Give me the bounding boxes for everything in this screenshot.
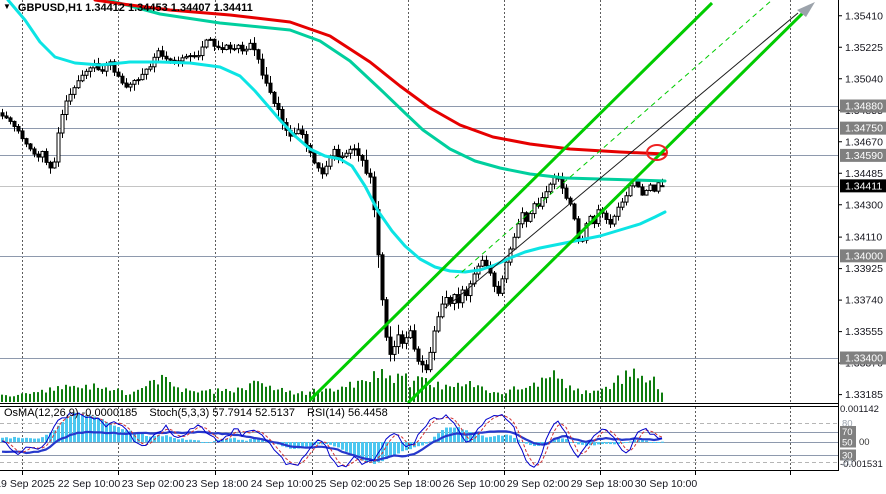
channel-line-lower[interactable]: [406, 4, 812, 403]
stoch-signal-line: [1, 413, 663, 467]
candles: [0, 37, 665, 374]
osma-label: OsMA(12,26,9) -0.0000185: [4, 407, 138, 419]
price-tick-label: 1.33555: [845, 326, 883, 338]
stoch-main-line: [1, 411, 663, 468]
level-price-chip: 1.34880: [845, 101, 883, 113]
price-tick-label: 1.34110: [845, 232, 882, 244]
indicator-level-label: 50: [842, 438, 853, 449]
up-arrow-icon[interactable]: [797, 2, 815, 17]
osma-zero-label: 00: [859, 437, 870, 448]
time-tick-label: 26 Sep 10:00: [443, 478, 506, 490]
level-price-chip: 1.34000: [845, 250, 883, 262]
horizontal-level-lines[interactable]: [0, 106, 838, 359]
time-tick-label: 19 Sep 2025: [0, 478, 55, 490]
ma-red: [93, 0, 667, 156]
price-tick-label: 1.34670: [845, 136, 883, 148]
rsi-label: RSI(14) 56.4458: [307, 407, 388, 419]
chart-collapse-icon[interactable]: ▼: [3, 2, 11, 11]
time-tick-label: 25 Sep 02:00: [315, 478, 378, 490]
level-price-chip: 1.34590: [845, 150, 883, 162]
price-tick-label: 1.35410: [845, 10, 883, 22]
price-tick-label: 1.35040: [845, 73, 883, 85]
time-tick-label: 30 Sep 10:00: [635, 478, 698, 490]
level-price-chip: 1.33400: [845, 352, 883, 364]
time-tick-label: 22 Sep 10:00: [58, 478, 121, 490]
price-tick-label: 1.35225: [845, 42, 883, 54]
stoch-label: Stoch(5,3,3) 57.7914 52.5137: [149, 407, 295, 419]
channel-midline-dashed[interactable]: [454, 0, 773, 279]
price-tick-label: 1.33740: [845, 295, 883, 307]
ma-springgreen: [106, 0, 667, 183]
time-tick-label: 29 Sep 18:00: [571, 478, 634, 490]
drawing-objects[interactable]: [308, 0, 815, 403]
time-tick-label: 24 Sep 10:00: [251, 478, 314, 490]
time-tick-label: 29 Sep 02:00: [507, 478, 570, 490]
indicator-panel-series: [1, 411, 664, 468]
time-tick-label: 23 Sep 18:00: [186, 478, 249, 490]
indicator-labels-row: OsMA(12,26,9) -0.0000185 Stoch(5,3,3) 57…: [4, 407, 397, 419]
indicator-level-label: 30: [842, 451, 853, 462]
price-tick-label: 1.33185: [845, 389, 883, 401]
price-tick-label: 1.34300: [845, 199, 883, 211]
indicator-level-label: 80: [842, 419, 853, 430]
price-tick-label: 1.33925: [845, 263, 883, 275]
ma-cyan: [6, 0, 667, 274]
level-price-chip: 1.34750: [845, 123, 883, 135]
price-axis[interactable]: 1.354101.352251.350401.348551.346701.344…: [838, 10, 886, 401]
indicator-scale-label: 0.001142: [840, 404, 879, 415]
indicator-level-label: 20: [842, 458, 853, 469]
symbol-ohlc-bar: ▼ GBPUSD,H1 1.34412 1.34453 1.34407 1.344…: [3, 2, 253, 14]
indicator-scale-label: -0.001531: [840, 459, 883, 470]
bid-price-chip: 1.34411: [845, 180, 882, 192]
rsi-line: [1, 430, 663, 462]
indicator-level-label: 70: [842, 427, 853, 438]
symbol-ohlc-label: GBPUSD,H1 1.34412 1.34453 1.34407 1.3441…: [17, 2, 253, 14]
trendline-black[interactable]: [444, 12, 799, 309]
price-tick-label: 1.34485: [845, 168, 883, 180]
time-tick-label: 23 Sep 02:00: [122, 478, 185, 490]
highlight-ellipse[interactable]: [646, 144, 668, 161]
channel-line-upper[interactable]: [308, 1, 714, 402]
frames: [0, 0, 839, 471]
moving-averages: [6, 0, 667, 274]
time-tick-label: 25 Sep 18:00: [379, 478, 442, 490]
volume-bars: [1, 368, 663, 402]
time-axis[interactable]: 19 Sep 2025 22 Sep 10:00 23 Sep 02:00 23 Se…: [0, 471, 791, 490]
grid-lines: [22, 0, 791, 470]
